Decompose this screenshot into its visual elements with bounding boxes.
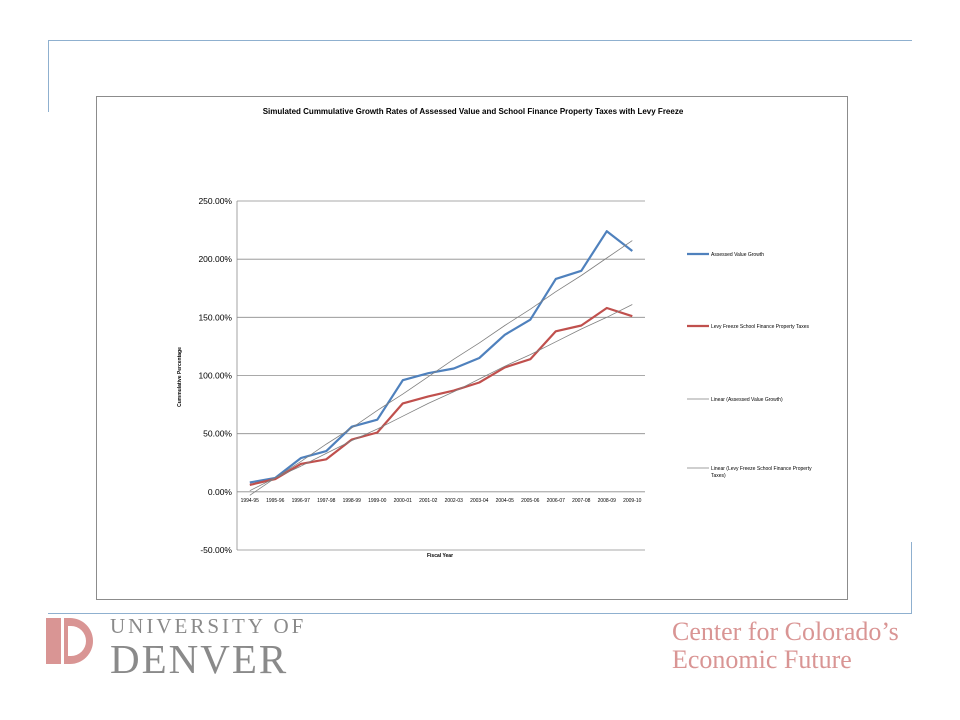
- legend[interactable]: Assessed Value Growth Levy Freeze School …: [687, 252, 812, 479]
- center-name: Center for Colorado’s Economic Future: [672, 618, 899, 674]
- frame-right-line: [911, 542, 912, 614]
- legend-label: Linear (Assessed Value Growth): [711, 397, 783, 403]
- y-tick-label: 100.00%: [198, 371, 232, 381]
- x-tick-label: 1997-98: [317, 498, 336, 504]
- x-tick-label: 2008-09: [598, 498, 617, 504]
- series-line-4: [249, 304, 633, 492]
- y-tick-label: 50.00%: [203, 429, 232, 439]
- x-tick-label: 1995-96: [266, 498, 285, 504]
- x-tick-label: 2004-05: [496, 498, 515, 504]
- legend-label: Linear (Levy Freeze School Finance Prope…: [711, 466, 812, 479]
- y-tick-label: 150.00%: [198, 312, 232, 322]
- legend-label: Assessed Value Growth: [711, 252, 764, 258]
- gridlines: [236, 200, 645, 551]
- x-tick-label: 1999-00: [368, 498, 387, 504]
- series-line-3: [249, 240, 633, 496]
- line-chart: Simulated Cummulative Growth Rates of As…: [177, 107, 812, 559]
- y-axis-label: Cummulative Percentage: [177, 347, 183, 407]
- x-tick-label: 2002-03: [445, 498, 464, 504]
- x-tick-label: 2001-02: [419, 498, 438, 504]
- y-tick-label: -50.00%: [200, 545, 232, 555]
- chart-title: Simulated Cummulative Growth Rates of As…: [263, 107, 684, 116]
- x-axis-ticks: 1994-95 1995-96 1996-97 1997-98 1998-99 1999-…: [241, 498, 642, 504]
- university-of-denver-logo-icon: [46, 616, 96, 671]
- x-tick-label: 2006-07: [547, 498, 566, 504]
- x-tick-label: 1998-99: [343, 498, 362, 504]
- x-tick-label: 1994-95: [241, 498, 260, 504]
- x-tick-label: 2003-04: [470, 498, 489, 504]
- legend-label: Levy Freeze School Finance Property Taxe…: [711, 324, 810, 330]
- series-lines: [249, 230, 633, 496]
- y-tick-label: 0.00%: [208, 487, 233, 497]
- center-name-line2: Economic Future: [672, 645, 852, 674]
- y-tick-label: 250.00%: [198, 196, 232, 206]
- x-tick-label: 2005-06: [521, 498, 540, 504]
- series-line-2: [249, 306, 633, 486]
- x-tick-label: 1996-97: [292, 498, 311, 504]
- x-tick-label: 2000-01: [394, 498, 413, 504]
- y-axis-ticks: -50.00% 0.00% 50.00% 100.00% 150.00% 200.00% 2…: [198, 196, 232, 555]
- frame-bottom-line: [48, 613, 912, 614]
- university-name-line1: UNIVERSITY OF: [110, 614, 307, 638]
- x-axis-label: Fiscal Year: [427, 553, 453, 559]
- x-tick-label: 2009-10: [623, 498, 642, 504]
- university-name: UNIVERSITY OF DENVER: [110, 614, 306, 680]
- chart-container: Simulated Cummulative Growth Rates of As…: [96, 96, 848, 600]
- y-tick-label: 200.00%: [198, 254, 232, 264]
- center-name-line1: Center for Colorado’s: [672, 617, 899, 646]
- frame-top-line: [48, 40, 912, 41]
- frame-left-line: [48, 40, 49, 112]
- university-name-line2: DENVER: [110, 636, 289, 682]
- series-line-1: [249, 230, 633, 484]
- x-tick-label: 2007-08: [572, 498, 591, 504]
